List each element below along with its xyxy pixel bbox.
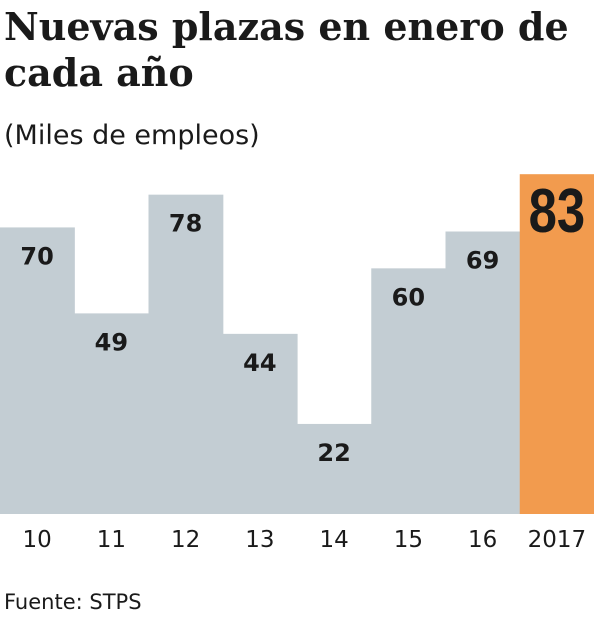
bar-13	[222, 333, 298, 514]
bar-15	[371, 268, 447, 514]
value-label-11: 49	[95, 328, 128, 356]
bar-16	[445, 231, 521, 514]
chart-subtitle: (Miles de empleos)	[4, 120, 260, 151]
bar-10	[0, 227, 75, 514]
value-label-12: 78	[169, 210, 202, 238]
source-note: Fuente: STPS	[4, 590, 142, 614]
x-tick-label-11: 11	[97, 527, 126, 553]
x-tick-label-12: 12	[171, 527, 200, 553]
bar-14	[297, 423, 372, 514]
x-tick-label-13: 13	[245, 527, 274, 553]
chart-title: Nuevas plazas en enero de cada año	[4, 4, 569, 95]
x-tick-label-16: 16	[468, 527, 497, 553]
value-label-13: 44	[243, 349, 276, 377]
value-label-15: 60	[392, 283, 425, 311]
value-label-10: 70	[20, 242, 53, 270]
x-tick-label-15: 15	[394, 527, 423, 553]
x-tick-label-14: 14	[319, 527, 348, 553]
bar-11	[74, 313, 150, 514]
value-label-2017: 83	[529, 178, 586, 247]
value-label-14: 22	[317, 439, 350, 467]
x-tick-label-2017: 2017	[528, 527, 587, 553]
value-label-16: 69	[466, 247, 499, 275]
x-tick-label-10: 10	[22, 527, 51, 553]
bar-chart: 70 10 49 11 78 12 44 13 22 14 60 15 69 16 83 2017	[0, 174, 594, 553]
bar-2017	[519, 174, 594, 514]
bar-12	[148, 194, 224, 515]
